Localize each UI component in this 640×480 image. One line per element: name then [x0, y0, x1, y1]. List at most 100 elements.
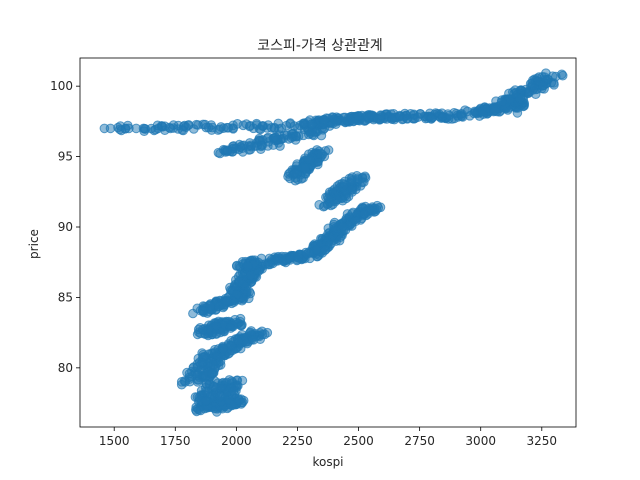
data-point [402, 113, 412, 124]
data-point [320, 245, 330, 255]
y-axis-label: price [27, 229, 41, 259]
data-point [197, 305, 208, 316]
data-point [213, 125, 223, 135]
data-point [228, 141, 239, 151]
data-point [212, 351, 223, 362]
data-point [178, 121, 189, 132]
y-tick-label: 90 [58, 220, 73, 234]
data-point [200, 396, 211, 406]
plot-area-frame [79, 57, 577, 428]
data-point [319, 114, 329, 125]
data-point [285, 118, 296, 128]
data-point [270, 132, 280, 143]
data-point [266, 123, 277, 133]
data-point [138, 123, 149, 134]
data-point [529, 83, 540, 93]
x-axis-label: kospi [312, 455, 343, 469]
data-point [491, 96, 501, 106]
data-point [205, 301, 216, 312]
data-point [537, 80, 548, 91]
data-point [201, 122, 211, 133]
x-tick-label: 3000 [465, 434, 496, 448]
data-point [306, 119, 317, 129]
data-point [469, 108, 479, 119]
data-point [256, 140, 266, 150]
y-tick-label: 85 [58, 290, 73, 304]
data-point [289, 168, 300, 179]
data-point [256, 253, 267, 264]
data-point [215, 148, 225, 159]
data-point [184, 372, 195, 383]
data-point [245, 269, 256, 280]
data-point [478, 109, 489, 119]
data-point [223, 123, 234, 133]
data-point [366, 110, 376, 120]
data-point [224, 375, 235, 385]
x-tick-label: 2250 [282, 434, 313, 448]
y-tick-label: 95 [58, 150, 73, 164]
data-point [260, 329, 270, 340]
axis-ticks: 1500 1750 2000 2250 2500 2750 3000 3250 80 85 90 95… [50, 79, 557, 448]
data-point [387, 114, 397, 124]
data-point [323, 193, 334, 204]
x-tick-label: 1750 [160, 434, 191, 448]
x-tick-label: 2500 [343, 434, 374, 448]
data-point [207, 368, 217, 379]
y-tick-label: 100 [50, 79, 73, 93]
data-points [99, 68, 568, 417]
x-tick-label: 2750 [404, 434, 435, 448]
data-point [307, 129, 318, 140]
data-point [444, 110, 454, 121]
data-point [338, 112, 349, 123]
y-tick-label: 80 [58, 361, 73, 375]
data-point [215, 327, 226, 338]
data-point [176, 379, 187, 390]
data-point [557, 70, 568, 81]
data-point [291, 131, 301, 141]
data-point [489, 106, 500, 116]
data-point [221, 296, 232, 306]
data-point [246, 326, 256, 336]
x-tick-label: 3250 [527, 434, 558, 448]
data-point [515, 93, 526, 104]
data-point [228, 386, 239, 396]
data-point [243, 141, 254, 151]
data-point [549, 80, 559, 90]
data-point [272, 256, 283, 266]
data-point [218, 343, 228, 354]
data-point [316, 148, 326, 159]
data-point [234, 276, 245, 287]
data-point [232, 119, 243, 129]
data-point [231, 261, 242, 271]
data-point [248, 335, 259, 345]
data-point [215, 391, 225, 402]
data-point [242, 261, 253, 271]
data-point [225, 323, 236, 333]
data-point [329, 217, 340, 228]
data-point [347, 185, 357, 195]
data-point [192, 370, 202, 381]
data-point [235, 313, 246, 324]
data-point [327, 112, 338, 122]
data-point [153, 123, 163, 134]
data-point [105, 123, 116, 134]
data-point [197, 357, 207, 368]
data-point [426, 114, 437, 124]
data-point [300, 163, 310, 174]
data-point [285, 255, 295, 265]
data-point [357, 177, 367, 188]
data-point [359, 209, 370, 219]
data-point [319, 201, 330, 211]
data-point [337, 221, 348, 232]
data-point [347, 176, 357, 186]
data-point [165, 123, 176, 134]
data-point [352, 111, 363, 121]
data-point [375, 202, 386, 213]
data-point [191, 119, 202, 130]
data-point [232, 289, 242, 299]
data-point [456, 110, 467, 121]
data-point [198, 324, 208, 335]
data-point [509, 88, 520, 99]
data-point [305, 248, 316, 258]
